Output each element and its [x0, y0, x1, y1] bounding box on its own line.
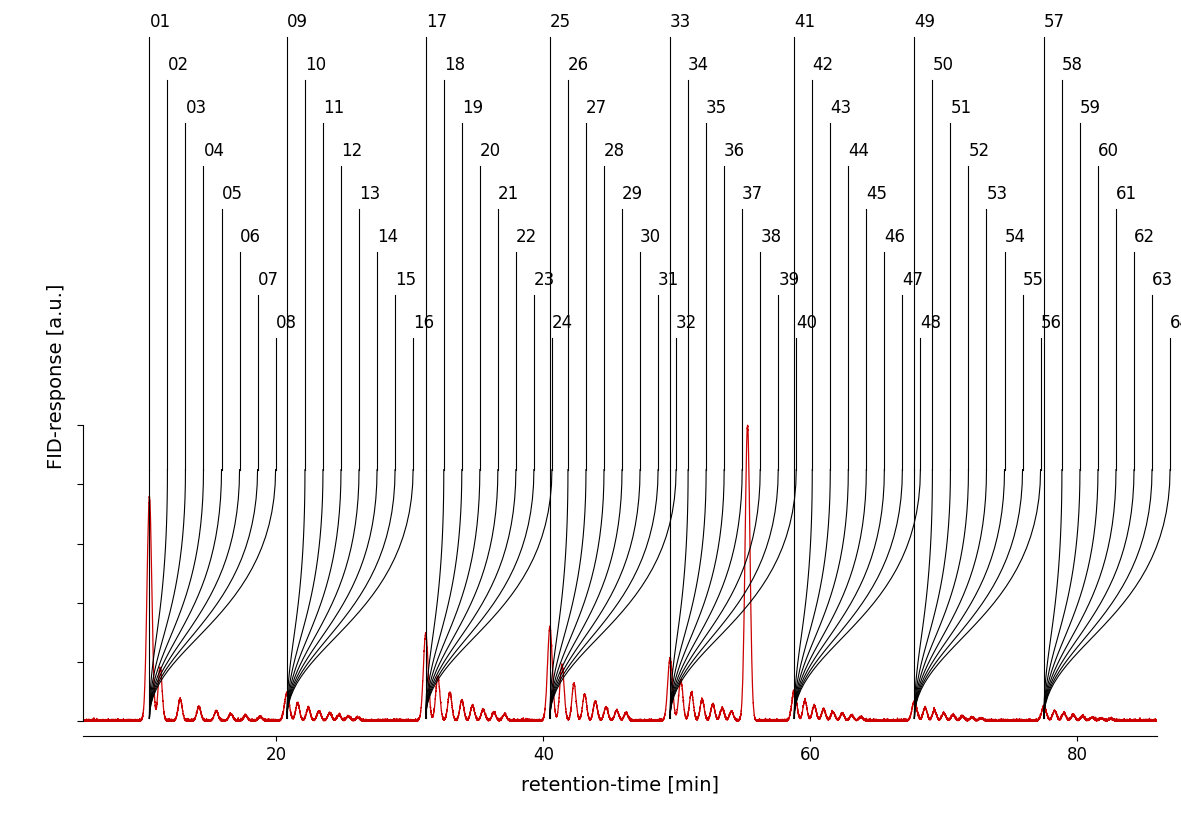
Text: 60: 60	[1098, 142, 1118, 160]
Text: 13: 13	[359, 185, 380, 203]
Text: 63: 63	[1151, 271, 1173, 289]
Text: 38: 38	[761, 228, 782, 246]
Text: 48: 48	[920, 314, 941, 332]
Text: 19: 19	[462, 99, 483, 117]
Text: 36: 36	[724, 142, 745, 160]
Text: 43: 43	[830, 99, 852, 117]
Text: 22: 22	[516, 228, 537, 246]
Text: 37: 37	[742, 185, 763, 203]
Text: 40: 40	[796, 314, 817, 332]
Text: 03: 03	[185, 99, 207, 117]
Text: 54: 54	[1005, 228, 1025, 246]
Text: 49: 49	[914, 13, 935, 31]
Text: 29: 29	[622, 185, 644, 203]
Text: 05: 05	[222, 185, 242, 203]
Text: 53: 53	[986, 185, 1007, 203]
Text: 32: 32	[676, 314, 697, 332]
Text: 42: 42	[813, 56, 834, 74]
Text: 30: 30	[640, 228, 661, 246]
Text: 17: 17	[426, 13, 446, 31]
Text: 16: 16	[413, 314, 435, 332]
Text: 06: 06	[240, 228, 261, 246]
Text: 01: 01	[150, 13, 170, 31]
Text: 44: 44	[848, 142, 869, 160]
Text: 45: 45	[867, 185, 887, 203]
Text: 61: 61	[1116, 185, 1137, 203]
Text: 14: 14	[377, 228, 398, 246]
Text: 21: 21	[498, 185, 520, 203]
Text: 56: 56	[1040, 314, 1062, 332]
Text: 34: 34	[689, 56, 710, 74]
Text: 09: 09	[287, 13, 308, 31]
Text: 10: 10	[305, 56, 326, 74]
Text: 41: 41	[795, 13, 815, 31]
Text: 55: 55	[1023, 271, 1044, 289]
Text: 47: 47	[902, 271, 924, 289]
Text: 20: 20	[479, 142, 501, 160]
Text: 52: 52	[968, 142, 990, 160]
Text: 59: 59	[1079, 99, 1101, 117]
Text: 51: 51	[951, 99, 972, 117]
X-axis label: retention-time [min]: retention-time [min]	[521, 775, 719, 794]
Text: 08: 08	[275, 314, 296, 332]
Y-axis label: FID-response [a.u.]: FID-response [a.u.]	[47, 284, 66, 469]
Text: 25: 25	[550, 13, 572, 31]
Text: 46: 46	[885, 228, 906, 246]
Text: 04: 04	[203, 142, 224, 160]
Text: 07: 07	[257, 271, 279, 289]
Text: 31: 31	[658, 271, 679, 289]
Text: 50: 50	[933, 56, 953, 74]
Text: 02: 02	[168, 56, 189, 74]
Text: 35: 35	[706, 99, 727, 117]
Text: 18: 18	[444, 56, 465, 74]
Text: 24: 24	[552, 314, 573, 332]
Text: 62: 62	[1134, 228, 1155, 246]
Text: 12: 12	[341, 142, 363, 160]
Text: 11: 11	[322, 99, 344, 117]
Text: 39: 39	[778, 271, 800, 289]
Text: 27: 27	[586, 99, 607, 117]
Text: 15: 15	[396, 271, 416, 289]
Text: 26: 26	[568, 56, 589, 74]
Text: 57: 57	[1044, 13, 1065, 31]
Text: 64: 64	[1170, 314, 1181, 332]
Text: 58: 58	[1062, 56, 1083, 74]
Text: 33: 33	[670, 13, 691, 31]
Text: 28: 28	[603, 142, 625, 160]
Text: 23: 23	[534, 271, 555, 289]
